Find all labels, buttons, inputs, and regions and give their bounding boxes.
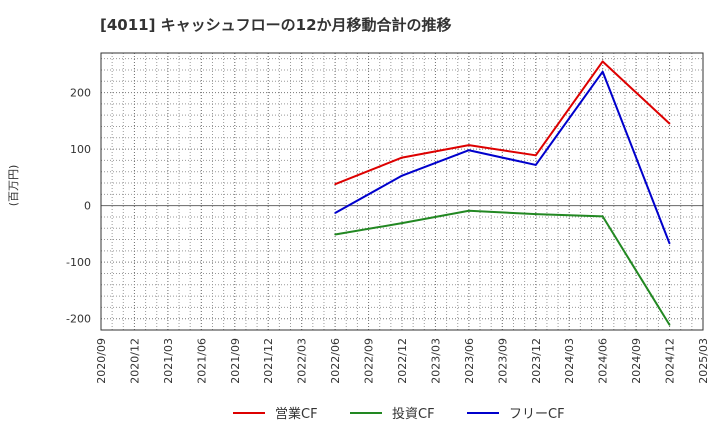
data-point — [468, 149, 470, 152]
data-point — [534, 164, 537, 166]
data-point — [401, 174, 403, 177]
data-point — [468, 144, 470, 146]
x-tick-label: 2021/06 — [195, 338, 208, 384]
x-tick-label: 2024/03 — [563, 338, 576, 384]
data-point — [601, 215, 604, 218]
data-point — [334, 233, 336, 236]
series-line-2 — [334, 209, 671, 326]
x-tick-label: 2022/12 — [396, 338, 409, 384]
legend-label-2: 投資CF — [392, 406, 435, 422]
y-tick-label: -200 — [66, 313, 91, 326]
x-tick-label: 2021/09 — [229, 338, 242, 384]
data-point — [534, 213, 537, 215]
x-tick-label: 2023/09 — [496, 338, 509, 384]
y-tick-label: 100 — [70, 143, 91, 156]
x-tick-label: 2021/03 — [162, 338, 175, 384]
x-tick-label: 2024/09 — [630, 338, 643, 384]
x-tick-label: 2020/09 — [95, 338, 108, 384]
series-layer — [334, 60, 671, 326]
legend-label-1: 営業CF — [275, 406, 318, 422]
legend-label-3: フリーCF — [509, 407, 565, 422]
data-point — [534, 154, 537, 157]
series-line-3 — [334, 70, 671, 244]
data-point — [601, 70, 604, 73]
data-point — [468, 209, 470, 212]
x-tick-label: 2024/12 — [664, 338, 677, 384]
x-tick-label: 2020/12 — [128, 338, 141, 384]
data-point — [334, 212, 336, 214]
data-point — [401, 156, 403, 159]
y-tick-label: 0 — [84, 200, 91, 213]
series-line-1 — [334, 60, 671, 186]
axis-layer: 200 100 0 -100 -200 2020/09 2020/12 2021/03 2021… — [7, 52, 710, 384]
x-tick-label: 2021/12 — [262, 338, 275, 384]
x-tick-label: 2022/09 — [363, 338, 376, 384]
data-point — [668, 122, 671, 125]
x-tick-label: 2023/03 — [429, 338, 442, 384]
x-tick-label: 2022/03 — [296, 338, 309, 384]
chart-title: [4011] キャッシュフローの12か月移動合計の推移 — [100, 16, 452, 34]
grid-layer — [100, 53, 704, 331]
x-tick-label: 2023/12 — [530, 338, 543, 384]
x-tick-label: 2023/06 — [463, 338, 476, 384]
x-tick-label: 2024/06 — [597, 338, 610, 384]
data-point — [668, 242, 671, 245]
x-tick-label: 2025/03 — [697, 338, 710, 384]
data-point — [668, 324, 671, 326]
y-tick-label: -100 — [66, 256, 91, 269]
y-axis-label: (百万円) — [7, 165, 20, 207]
plot-frame — [100, 52, 704, 331]
data-point — [601, 60, 604, 63]
data-point — [334, 183, 336, 185]
legend: 営業CF 投資CF フリーCF — [233, 406, 565, 422]
y-tick-label: 200 — [70, 87, 91, 100]
x-tick-label: 2022/06 — [329, 338, 342, 384]
data-point — [401, 222, 403, 224]
